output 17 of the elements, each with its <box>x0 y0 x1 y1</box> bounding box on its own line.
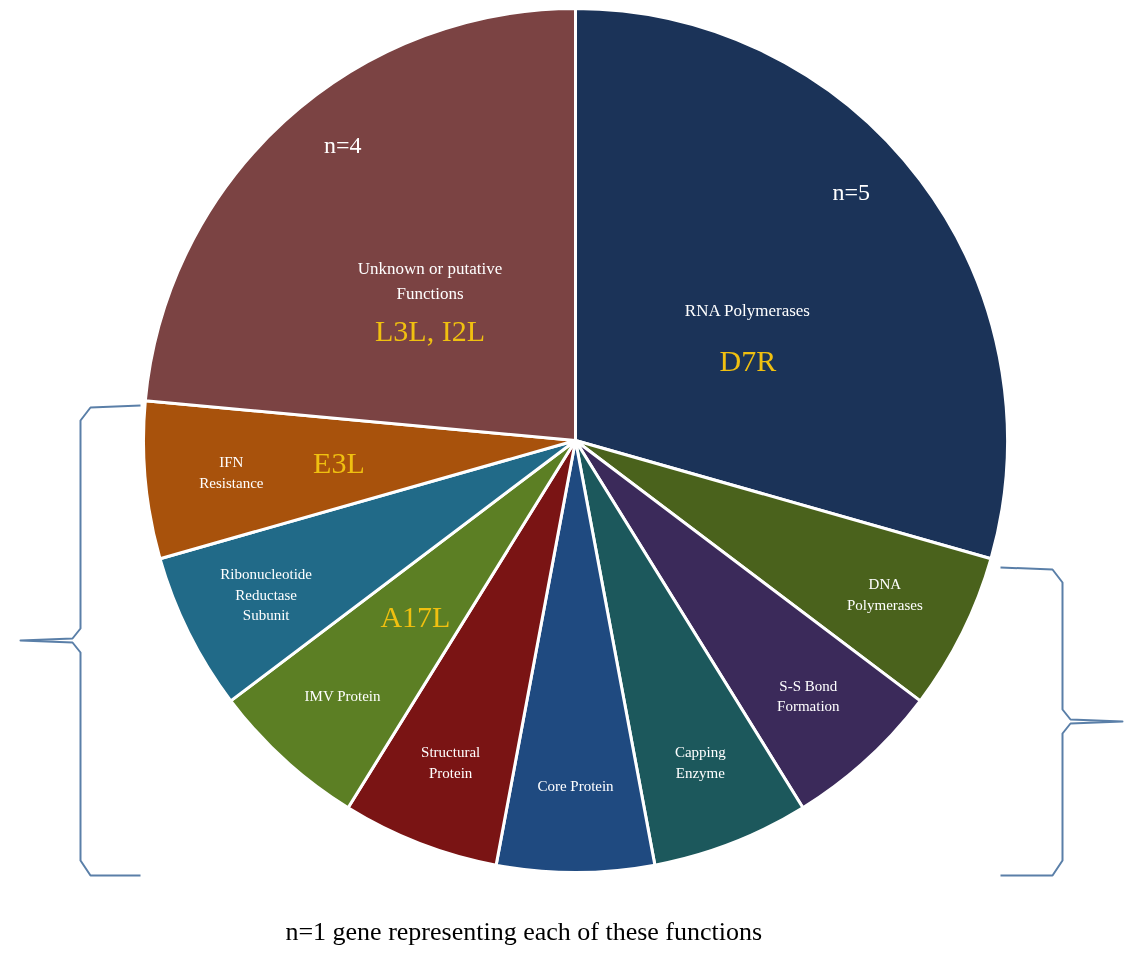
slice-label: Core Protein <box>537 778 615 795</box>
text: L3L, I2L <box>375 314 485 348</box>
slice-label: Ribonucleotide Reductase Subunit <box>220 565 313 624</box>
text: D7R <box>719 343 777 377</box>
text: n=1 gene representing each of these functions <box>285 917 763 946</box>
slice-label: IFN Resistance <box>199 453 264 491</box>
data-label: n=4 <box>323 132 362 159</box>
text: A17L <box>380 599 451 633</box>
slice-label: Capping Enzyme <box>674 744 727 782</box>
text: E3L <box>313 445 365 479</box>
slice-label: Structural Protein <box>421 744 481 782</box>
slice-label: Unknown or putative Functions <box>357 259 503 303</box>
slice-label: S-S Bond Formation <box>777 677 841 715</box>
slice-label: DNA Polymerases <box>846 576 923 613</box>
slice-label: RNA Polymerases <box>684 300 810 320</box>
data-label: n=5 <box>832 179 871 206</box>
slice-label: IMV Protein <box>304 687 382 704</box>
